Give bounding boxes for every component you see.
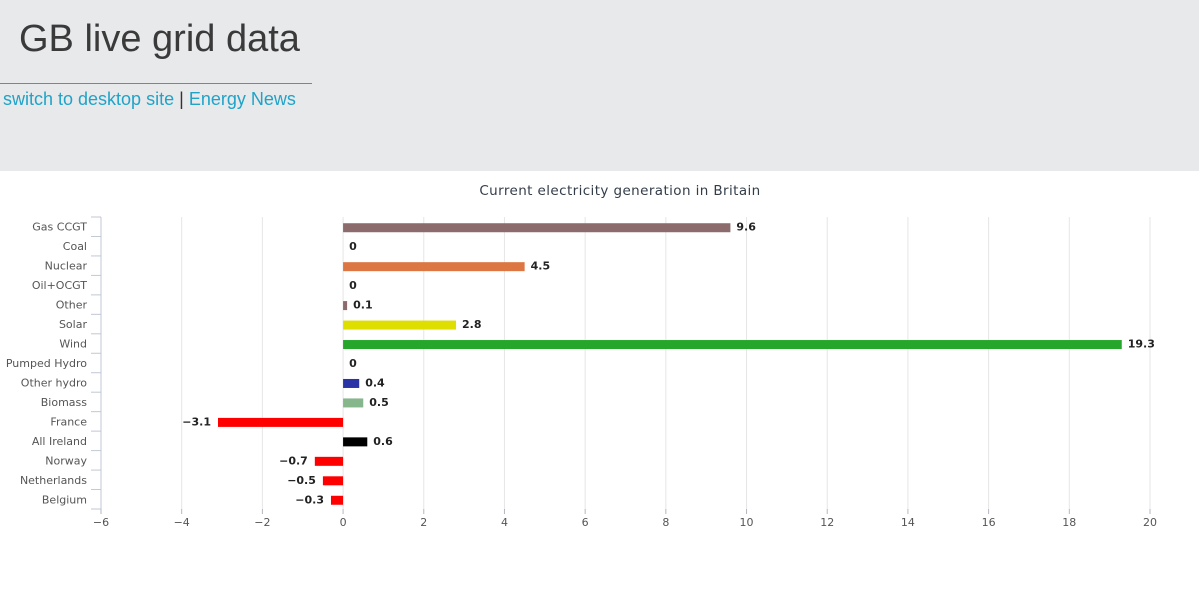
- category-label: Norway: [45, 454, 87, 467]
- bar: [343, 340, 1122, 350]
- x-tick-label: 4: [501, 516, 508, 529]
- category-label: Coal: [63, 240, 87, 253]
- data-label: −0.5: [287, 474, 316, 487]
- data-label: −0.7: [279, 454, 308, 467]
- generation-bar-chart: Current electricity generation in Britai…: [6, 183, 1157, 529]
- site-header: GB live grid data switch to desktop site…: [0, 0, 1199, 171]
- category-label: Biomass: [41, 396, 88, 409]
- category-label: Belgium: [42, 493, 87, 506]
- x-tick-label: 10: [740, 516, 754, 529]
- x-tick-label: 8: [662, 516, 669, 529]
- data-label: 2.8: [462, 318, 482, 331]
- category-label: Solar: [59, 318, 88, 331]
- bar: [343, 320, 457, 330]
- header-nav: switch to desktop site | Energy News: [3, 89, 296, 110]
- bar: [322, 476, 344, 486]
- data-label: 9.6: [736, 221, 756, 234]
- x-tick-label: −4: [174, 516, 190, 529]
- data-label: −3.1: [182, 415, 211, 428]
- x-tick-label: 12: [820, 516, 834, 529]
- data-label: 19.3: [1128, 338, 1155, 351]
- category-label: Nuclear: [45, 260, 88, 273]
- page-title: GB live grid data: [19, 18, 300, 60]
- chart-data-labels: 9.6 0 4.5 0 0.1 2.8 19.3 0 0.4 0.5 −3.1 0.6 −0.7 −0.5…: [182, 221, 1155, 507]
- nav-separator: |: [179, 89, 184, 109]
- data-label: 0.4: [365, 376, 385, 389]
- chart-title: Current electricity generation in Britai…: [479, 183, 760, 199]
- category-label: All Ireland: [32, 435, 87, 448]
- header-divider: [0, 83, 312, 84]
- chart-container: Current electricity generation in Britai…: [0, 171, 1199, 592]
- x-tick-label: 0: [340, 516, 347, 529]
- chart-bars: [218, 223, 1122, 505]
- bar: [343, 262, 525, 272]
- energy-news-link[interactable]: Energy News: [188, 89, 296, 109]
- category-label: Netherlands: [20, 474, 87, 487]
- x-tick-label: 18: [1062, 516, 1076, 529]
- bar: [330, 495, 344, 505]
- data-label: 0: [349, 240, 357, 253]
- data-label: 0.6: [373, 435, 393, 448]
- data-label: −0.3: [295, 493, 324, 506]
- bar: [343, 301, 348, 311]
- category-label: France: [50, 415, 87, 428]
- category-label: Oil+OCGT: [32, 279, 87, 292]
- x-tick-label: −2: [254, 516, 270, 529]
- x-tick-label: 2: [420, 516, 427, 529]
- data-label: 0: [349, 357, 357, 370]
- category-label: Gas CCGT: [32, 221, 87, 234]
- bar: [343, 437, 368, 447]
- desktop-site-link[interactable]: switch to desktop site: [3, 89, 175, 109]
- data-label: 0.5: [369, 396, 389, 409]
- bar: [343, 398, 364, 408]
- bar: [343, 378, 360, 388]
- chart-axes: −6 −4 −2 0 2 4 6 8 10 12 14 16 18 20 Gas CCGT Coal Nucle…: [6, 216, 1157, 529]
- category-label: Wind: [59, 338, 87, 351]
- x-tick-label: 16: [982, 516, 996, 529]
- bar: [343, 223, 731, 233]
- x-tick-label: 6: [582, 516, 589, 529]
- category-label: Pumped Hydro: [6, 357, 87, 370]
- x-tick-label: 20: [1143, 516, 1157, 529]
- data-label: 0.1: [353, 299, 373, 312]
- chart-gridlines: [100, 217, 1151, 509]
- category-label: Other: [56, 299, 88, 312]
- x-tick-label: 14: [901, 516, 915, 529]
- category-label: Other hydro: [21, 376, 87, 389]
- data-label: 4.5: [531, 260, 551, 273]
- bar: [314, 456, 344, 466]
- x-tick-label: −6: [93, 516, 109, 529]
- bar: [218, 417, 344, 427]
- data-label: 0: [349, 279, 357, 292]
